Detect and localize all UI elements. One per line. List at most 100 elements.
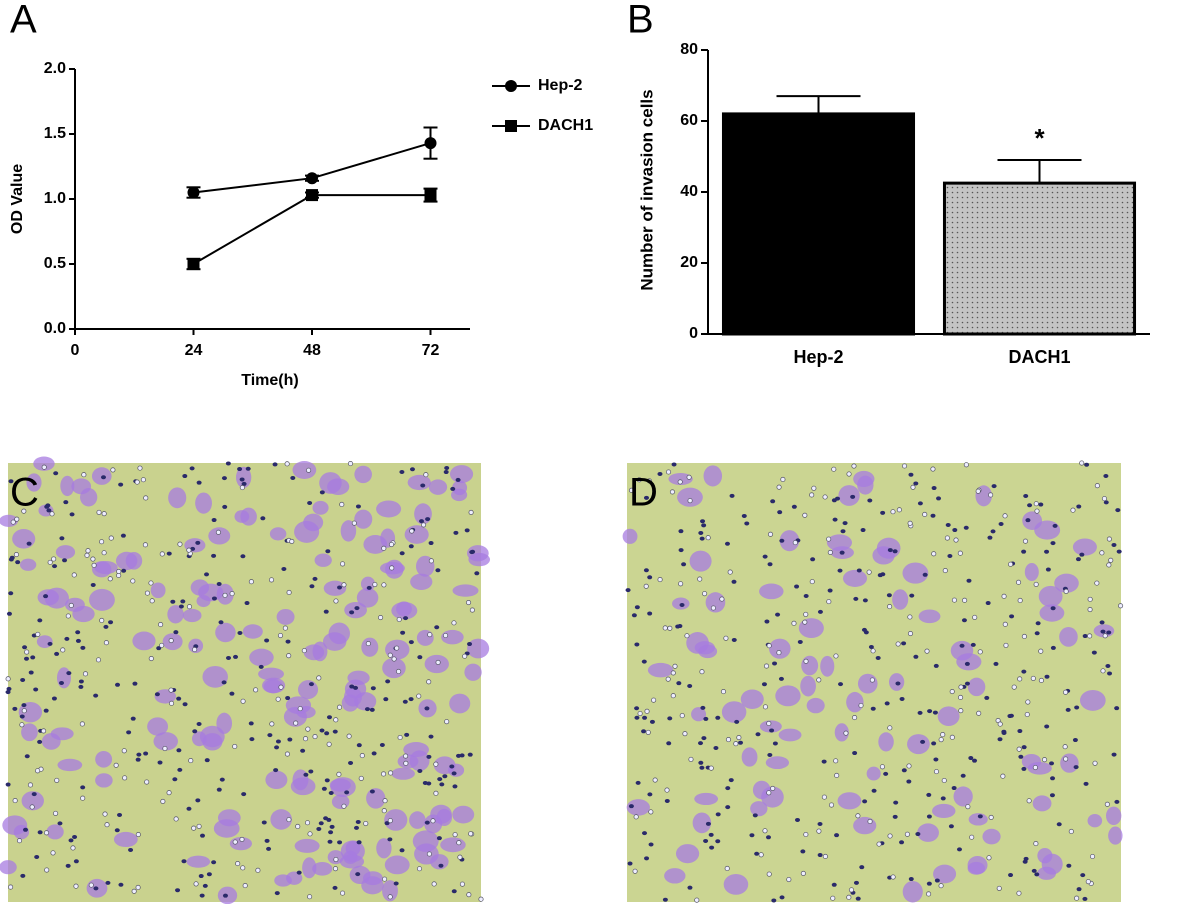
pore-ring bbox=[232, 839, 238, 845]
pore-ring bbox=[895, 641, 901, 647]
pore-ring bbox=[826, 536, 832, 542]
pore bbox=[22, 645, 28, 650]
pore bbox=[778, 676, 784, 681]
pore-ring bbox=[758, 852, 764, 858]
pore bbox=[46, 508, 52, 513]
pore bbox=[237, 467, 243, 472]
pore-ring bbox=[431, 881, 437, 887]
cell bbox=[668, 472, 693, 486]
pore-ring bbox=[670, 670, 676, 676]
pore bbox=[810, 557, 816, 562]
pore-ring bbox=[686, 474, 692, 480]
pore-ring bbox=[90, 556, 96, 562]
pore bbox=[709, 845, 715, 850]
pore bbox=[926, 814, 932, 819]
cell bbox=[800, 675, 816, 697]
pore-ring bbox=[694, 897, 700, 903]
pore bbox=[647, 792, 653, 797]
pore-ring bbox=[49, 511, 55, 517]
pore-ring bbox=[1063, 588, 1069, 594]
pore-ring bbox=[452, 832, 458, 838]
pore bbox=[628, 804, 634, 809]
pore-ring bbox=[215, 529, 221, 535]
pore bbox=[908, 877, 914, 882]
cell bbox=[467, 638, 490, 659]
pore bbox=[189, 466, 195, 471]
pore bbox=[643, 495, 649, 500]
pore-ring bbox=[333, 856, 339, 863]
pore-ring bbox=[459, 881, 465, 887]
pore bbox=[355, 504, 361, 509]
pore bbox=[337, 585, 343, 590]
pore bbox=[260, 516, 266, 521]
pore bbox=[917, 710, 923, 715]
pore-ring bbox=[1000, 773, 1006, 779]
cell bbox=[907, 734, 930, 755]
pore-ring bbox=[122, 775, 128, 781]
pore bbox=[308, 769, 314, 774]
pore-ring bbox=[397, 734, 403, 741]
pore bbox=[901, 768, 907, 773]
pore-ring bbox=[242, 883, 248, 889]
cell bbox=[361, 637, 379, 657]
pore bbox=[437, 777, 443, 782]
pore bbox=[678, 529, 684, 534]
pore-ring bbox=[466, 892, 472, 898]
pore-ring bbox=[1085, 879, 1091, 885]
pore bbox=[379, 743, 385, 748]
cell bbox=[1060, 753, 1079, 773]
pore-ring bbox=[1034, 508, 1040, 514]
cell bbox=[837, 792, 862, 810]
pore-ring bbox=[830, 895, 836, 901]
pore-ring bbox=[1026, 798, 1032, 804]
pore bbox=[647, 575, 653, 580]
pore-ring bbox=[997, 721, 1003, 727]
pore-ring bbox=[846, 471, 852, 477]
pore bbox=[703, 838, 709, 843]
pore bbox=[643, 568, 649, 573]
pore-ring bbox=[1092, 760, 1098, 766]
cell bbox=[57, 758, 83, 772]
pore bbox=[698, 760, 704, 765]
pore bbox=[426, 781, 432, 786]
pore bbox=[199, 833, 205, 838]
cell bbox=[366, 788, 386, 809]
pore-ring bbox=[977, 649, 983, 655]
pore bbox=[21, 703, 27, 708]
pore bbox=[1073, 765, 1079, 770]
pore bbox=[45, 503, 51, 508]
pore bbox=[754, 851, 760, 856]
pore bbox=[713, 745, 719, 750]
cell bbox=[376, 838, 392, 859]
pore bbox=[344, 790, 350, 795]
pore-ring bbox=[110, 467, 116, 473]
pore bbox=[170, 599, 176, 604]
pore bbox=[728, 778, 734, 783]
pore bbox=[892, 549, 898, 554]
pore-ring bbox=[851, 463, 857, 469]
pore-ring bbox=[248, 579, 254, 585]
cell bbox=[806, 697, 825, 714]
pore-ring bbox=[688, 756, 694, 762]
pore-ring bbox=[336, 771, 342, 777]
pore-ring bbox=[926, 891, 932, 897]
pore-ring bbox=[130, 578, 136, 584]
pore-ring bbox=[108, 535, 114, 541]
pore-ring bbox=[665, 469, 672, 475]
pore-ring bbox=[160, 798, 166, 804]
pore bbox=[43, 594, 49, 599]
cell bbox=[340, 520, 357, 542]
pore bbox=[400, 630, 406, 635]
pore-ring bbox=[326, 741, 332, 747]
pore-ring bbox=[723, 635, 729, 641]
pore bbox=[677, 624, 683, 629]
cell bbox=[341, 694, 359, 712]
pore-ring bbox=[1118, 603, 1124, 609]
pore bbox=[893, 800, 899, 805]
pore bbox=[182, 702, 188, 707]
cell bbox=[294, 520, 320, 543]
cell bbox=[750, 801, 768, 817]
pore-ring bbox=[975, 488, 981, 494]
pore bbox=[28, 670, 34, 675]
pore bbox=[700, 705, 706, 710]
